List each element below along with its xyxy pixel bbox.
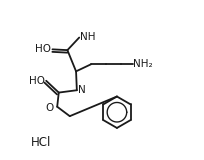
Text: NH: NH bbox=[80, 32, 95, 42]
Text: O: O bbox=[45, 103, 53, 113]
Text: HO: HO bbox=[35, 44, 51, 54]
Text: HO: HO bbox=[29, 76, 45, 86]
Text: NH₂: NH₂ bbox=[133, 59, 153, 69]
Text: HCl: HCl bbox=[31, 136, 52, 149]
Text: N: N bbox=[78, 85, 86, 95]
